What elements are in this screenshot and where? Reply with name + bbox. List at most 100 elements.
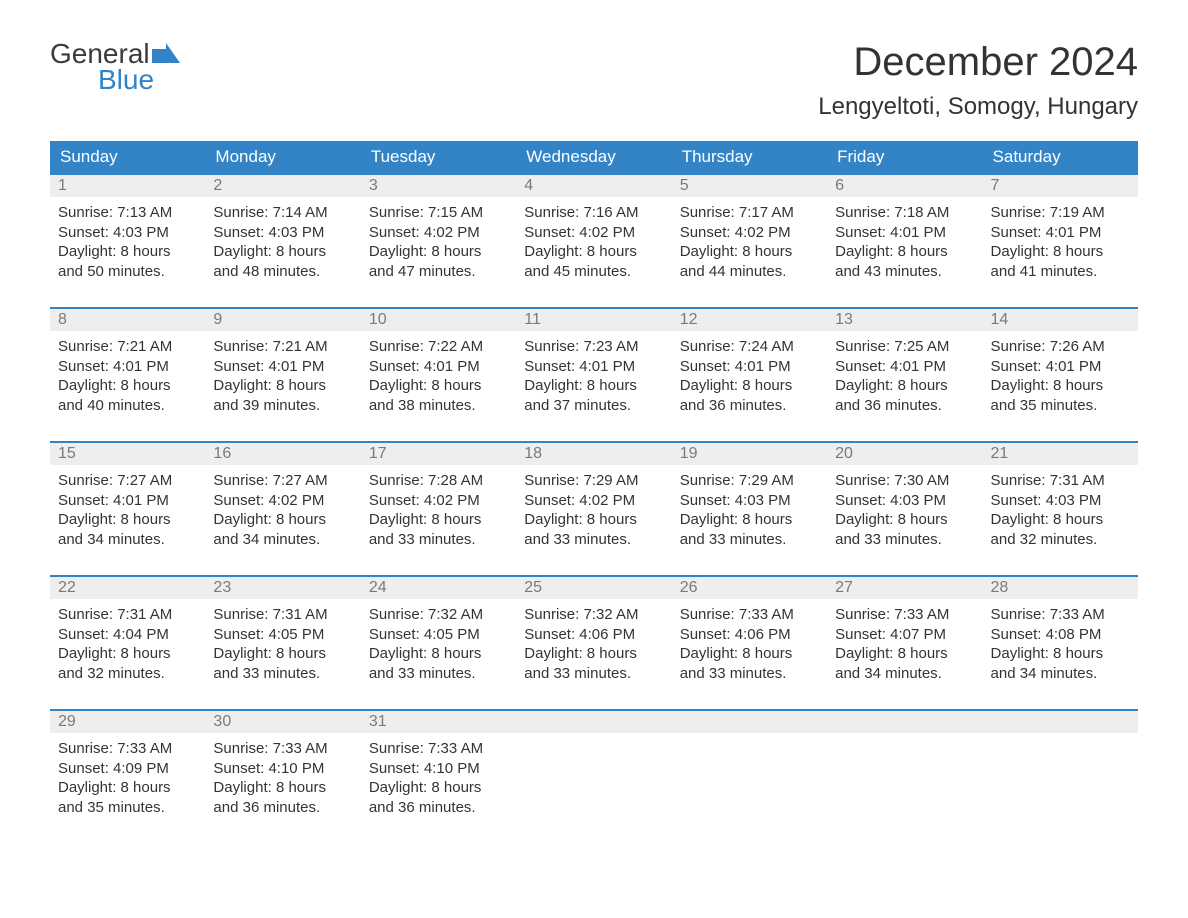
dl2-text: and 48 minutes. <box>213 262 352 282</box>
sunset-text: Sunset: 4:02 PM <box>213 491 352 511</box>
dl1-text: Daylight: 8 hours <box>991 644 1130 664</box>
day-cell: Sunrise: 7:32 AMSunset: 4:05 PMDaylight:… <box>361 599 516 710</box>
day-cell: Sunrise: 7:31 AMSunset: 4:04 PMDaylight:… <box>50 599 205 710</box>
sunrise-text: Sunrise: 7:27 AM <box>213 471 352 491</box>
dl1-text: Daylight: 8 hours <box>58 510 197 530</box>
day-info: Sunrise: 7:33 AMSunset: 4:06 PMDaylight:… <box>672 599 827 709</box>
dl2-text: and 39 minutes. <box>213 396 352 416</box>
dl1-text: Daylight: 8 hours <box>369 376 508 396</box>
dl1-text: Daylight: 8 hours <box>835 242 974 262</box>
sunset-text: Sunset: 4:02 PM <box>524 491 663 511</box>
sunset-text: Sunset: 4:09 PM <box>58 759 197 779</box>
dl2-text: and 35 minutes. <box>991 396 1130 416</box>
dl2-text: and 32 minutes. <box>58 664 197 684</box>
sunrise-text: Sunrise: 7:33 AM <box>991 605 1130 625</box>
day-number: 2 <box>205 174 360 197</box>
sunset-text: Sunset: 4:02 PM <box>369 223 508 243</box>
sunrise-text: Sunrise: 7:32 AM <box>369 605 508 625</box>
day-number <box>983 710 1138 733</box>
dl2-text: and 33 minutes. <box>680 664 819 684</box>
day-cell: Sunrise: 7:26 AMSunset: 4:01 PMDaylight:… <box>983 331 1138 442</box>
sunrise-text: Sunrise: 7:15 AM <box>369 203 508 223</box>
dl2-text: and 33 minutes. <box>369 664 508 684</box>
dl2-text: and 36 minutes. <box>680 396 819 416</box>
dl2-text: and 33 minutes. <box>680 530 819 550</box>
dl2-text: and 36 minutes. <box>369 798 508 818</box>
day-cell <box>516 733 671 843</box>
day-number: 12 <box>672 308 827 331</box>
day-number: 27 <box>827 576 982 599</box>
day-cell <box>827 733 982 843</box>
dl2-text: and 47 minutes. <box>369 262 508 282</box>
day-number: 5 <box>672 174 827 197</box>
dl1-text: Daylight: 8 hours <box>369 644 508 664</box>
day-number: 3 <box>361 174 516 197</box>
dl2-text: and 37 minutes. <box>524 396 663 416</box>
week-info-row: Sunrise: 7:33 AMSunset: 4:09 PMDaylight:… <box>50 733 1138 843</box>
day-number: 20 <box>827 442 982 465</box>
day-header: Thursday <box>672 141 827 174</box>
day-info: Sunrise: 7:26 AMSunset: 4:01 PMDaylight:… <box>983 331 1138 441</box>
day-number: 16 <box>205 442 360 465</box>
day-info: Sunrise: 7:17 AMSunset: 4:02 PMDaylight:… <box>672 197 827 307</box>
week-info-row: Sunrise: 7:21 AMSunset: 4:01 PMDaylight:… <box>50 331 1138 442</box>
dl1-text: Daylight: 8 hours <box>835 644 974 664</box>
sunset-text: Sunset: 4:01 PM <box>58 357 197 377</box>
day-info: Sunrise: 7:14 AMSunset: 4:03 PMDaylight:… <box>205 197 360 307</box>
sunrise-text: Sunrise: 7:14 AM <box>213 203 352 223</box>
day-info: Sunrise: 7:27 AMSunset: 4:02 PMDaylight:… <box>205 465 360 575</box>
day-cell: Sunrise: 7:21 AMSunset: 4:01 PMDaylight:… <box>50 331 205 442</box>
day-number: 26 <box>672 576 827 599</box>
week-info-row: Sunrise: 7:13 AMSunset: 4:03 PMDaylight:… <box>50 197 1138 308</box>
dl1-text: Daylight: 8 hours <box>524 376 663 396</box>
day-cell: Sunrise: 7:13 AMSunset: 4:03 PMDaylight:… <box>50 197 205 308</box>
sunset-text: Sunset: 4:10 PM <box>369 759 508 779</box>
day-number: 7 <box>983 174 1138 197</box>
day-info: Sunrise: 7:31 AMSunset: 4:04 PMDaylight:… <box>50 599 205 709</box>
dl1-text: Daylight: 8 hours <box>835 376 974 396</box>
dl1-text: Daylight: 8 hours <box>213 644 352 664</box>
dl2-text: and 32 minutes. <box>991 530 1130 550</box>
sunrise-text: Sunrise: 7:18 AM <box>835 203 974 223</box>
day-cell: Sunrise: 7:31 AMSunset: 4:03 PMDaylight:… <box>983 465 1138 576</box>
week-daynum-row: 15161718192021 <box>50 442 1138 465</box>
dl2-text: and 33 minutes. <box>213 664 352 684</box>
dl2-text: and 34 minutes. <box>58 530 197 550</box>
dl2-text: and 44 minutes. <box>680 262 819 282</box>
sunset-text: Sunset: 4:10 PM <box>213 759 352 779</box>
sunrise-text: Sunrise: 7:33 AM <box>213 739 352 759</box>
day-cell: Sunrise: 7:33 AMSunset: 4:10 PMDaylight:… <box>205 733 360 843</box>
title-block: December 2024 Lengyeltoti, Somogy, Hunga… <box>818 40 1138 121</box>
sunrise-text: Sunrise: 7:16 AM <box>524 203 663 223</box>
sunset-text: Sunset: 4:07 PM <box>835 625 974 645</box>
day-number <box>827 710 982 733</box>
day-cell: Sunrise: 7:33 AMSunset: 4:06 PMDaylight:… <box>672 599 827 710</box>
day-info: Sunrise: 7:32 AMSunset: 4:05 PMDaylight:… <box>361 599 516 709</box>
day-info: Sunrise: 7:21 AMSunset: 4:01 PMDaylight:… <box>205 331 360 441</box>
sunrise-text: Sunrise: 7:31 AM <box>58 605 197 625</box>
sunset-text: Sunset: 4:01 PM <box>991 357 1130 377</box>
dl1-text: Daylight: 8 hours <box>58 242 197 262</box>
sunrise-text: Sunrise: 7:23 AM <box>524 337 663 357</box>
dl2-text: and 36 minutes. <box>835 396 974 416</box>
sunrise-text: Sunrise: 7:21 AM <box>213 337 352 357</box>
day-info: Sunrise: 7:33 AMSunset: 4:10 PMDaylight:… <box>361 733 516 843</box>
day-number: 13 <box>827 308 982 331</box>
day-number: 1 <box>50 174 205 197</box>
day-cell: Sunrise: 7:31 AMSunset: 4:05 PMDaylight:… <box>205 599 360 710</box>
sunrise-text: Sunrise: 7:33 AM <box>680 605 819 625</box>
dl2-text: and 45 minutes. <box>524 262 663 282</box>
dl1-text: Daylight: 8 hours <box>991 242 1130 262</box>
sunrise-text: Sunrise: 7:24 AM <box>680 337 819 357</box>
dl1-text: Daylight: 8 hours <box>213 510 352 530</box>
day-number: 18 <box>516 442 671 465</box>
dl2-text: and 33 minutes. <box>524 664 663 684</box>
sunrise-text: Sunrise: 7:28 AM <box>369 471 508 491</box>
dl1-text: Daylight: 8 hours <box>680 510 819 530</box>
sunset-text: Sunset: 4:04 PM <box>58 625 197 645</box>
sunrise-text: Sunrise: 7:21 AM <box>58 337 197 357</box>
sunset-text: Sunset: 4:01 PM <box>58 491 197 511</box>
day-number: 19 <box>672 442 827 465</box>
dl1-text: Daylight: 8 hours <box>213 242 352 262</box>
sunrise-text: Sunrise: 7:17 AM <box>680 203 819 223</box>
